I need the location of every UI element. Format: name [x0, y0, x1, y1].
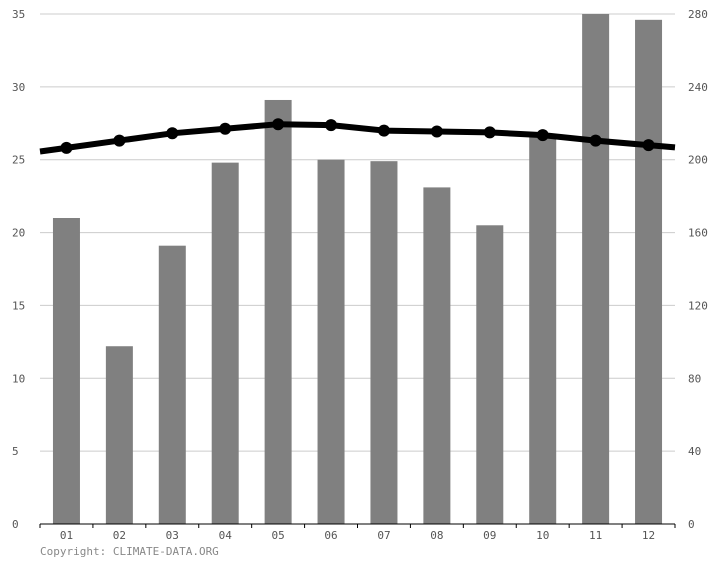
left-tick-label: 30	[12, 81, 25, 94]
line-point-10	[536, 129, 549, 142]
line-point-07	[377, 124, 390, 137]
bar-06	[317, 159, 345, 524]
x-tick-label-07: 07	[377, 529, 390, 542]
x-tick-label-11: 11	[589, 529, 602, 542]
x-tick-label-06: 06	[324, 529, 337, 542]
x-tick-label-04: 04	[219, 529, 233, 542]
x-tick-label-01: 01	[60, 529, 73, 542]
right-tick-label: 120	[688, 299, 708, 312]
left-tick-label: 35	[12, 8, 25, 21]
x-tick-label-10: 10	[536, 529, 549, 542]
right-tick-label: 40	[688, 445, 701, 458]
line-series	[39, 121, 676, 155]
x-tick-label-09: 09	[483, 529, 496, 542]
bar-11	[582, 14, 610, 524]
x-tick-label-05: 05	[272, 529, 285, 542]
right-tick-label: 0	[688, 518, 695, 531]
bar-10	[529, 136, 557, 524]
bar-09	[476, 225, 504, 525]
bar-08	[423, 187, 451, 524]
line-point-03	[166, 127, 179, 140]
bar-01	[52, 218, 80, 524]
line-point-09	[483, 126, 496, 139]
left-tick-label: 15	[12, 299, 25, 312]
right-tick-label: 200	[688, 154, 708, 167]
line-point-05	[272, 118, 285, 131]
x-tick-label-08: 08	[430, 529, 443, 542]
right-tick-label: 280	[688, 8, 708, 21]
bar-07	[370, 161, 398, 524]
line-point-11	[589, 134, 602, 147]
line-point-04	[219, 122, 232, 135]
copyright-text: Copyright: CLIMATE-DATA.ORG	[40, 545, 219, 558]
bar-04	[211, 162, 239, 524]
line-point-06	[325, 119, 338, 132]
line-point-02	[113, 134, 126, 147]
left-tick-label: 20	[12, 227, 25, 240]
right-tick-label: 240	[688, 81, 708, 94]
bar-05	[264, 99, 292, 524]
x-tick-label-02: 02	[113, 529, 126, 542]
line-point-12	[642, 139, 655, 152]
left-tick-label: 5	[12, 445, 19, 458]
right-tick-label: 80	[688, 372, 701, 385]
line-point-08	[430, 125, 443, 138]
left-tick-label: 0	[12, 518, 19, 531]
line-point-01	[60, 141, 73, 154]
bar-02	[105, 346, 133, 524]
x-tick-label-12: 12	[642, 529, 655, 542]
left-tick-label: 25	[12, 154, 25, 167]
right-tick-label: 160	[688, 227, 708, 240]
bar-12	[635, 19, 663, 524]
left-tick-label: 10	[12, 372, 25, 385]
x-tick-label-03: 03	[166, 529, 179, 542]
bar-03	[158, 245, 186, 524]
